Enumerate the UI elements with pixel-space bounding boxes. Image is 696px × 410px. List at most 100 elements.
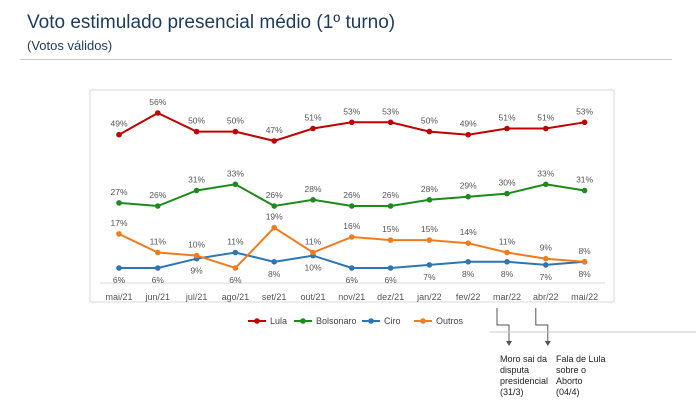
data-point [387,203,394,209]
data-label: 11% [227,237,244,247]
legend-marker [300,318,306,324]
data-point [310,125,316,132]
data-point [426,262,433,268]
data-point [426,197,433,203]
data-label: 6% [346,275,359,285]
plot-frame [89,89,615,303]
data-label: 56% [149,97,166,107]
data-point [543,181,549,188]
legend-label: Ciro [384,316,401,326]
x-tick-label: out/21 [300,292,325,302]
x-tick-label: abr/22 [533,292,559,302]
legend-marker [254,318,260,324]
data-point [310,249,316,256]
data-point [193,128,200,135]
data-label: 49% [460,119,477,129]
data-label: 26% [382,190,399,200]
data-label: 29% [460,181,477,191]
data-point [271,138,278,144]
data-label: 51% [537,113,554,123]
data-label: 10% [304,263,321,273]
legend-marker [420,318,426,324]
data-label: 11% [499,237,516,247]
data-point [155,249,161,256]
data-label: 11% [305,237,322,247]
data-point [271,259,278,265]
data-label: 15% [421,224,438,234]
data-label: 7% [423,272,436,282]
x-tick-label: jan/22 [416,292,442,302]
annotation-connector [496,308,510,343]
x-tick-label: mar/22 [493,292,521,302]
data-label: 31% [188,175,205,185]
data-point [155,110,161,116]
data-point [271,224,278,231]
data-label: 26% [343,190,360,200]
data-label: 14% [460,227,477,237]
data-point [155,203,161,209]
x-tick-label: mai/22 [571,292,598,302]
data-label: 19% [266,212,283,222]
data-point [504,249,510,256]
data-label: 53% [382,106,399,116]
data-label: 30% [498,178,515,188]
page-title: Voto estimulado presencial médio (1º tur… [27,12,396,33]
data-label: 26% [266,190,283,200]
data-label: 17% [110,218,127,228]
data-label: 6% [113,275,126,285]
data-label: 9% [190,266,203,276]
data-label: 16% [343,221,360,231]
data-point [504,125,510,132]
annotation-connector [535,308,549,343]
data-point [543,262,549,268]
data-label: 33% [227,168,244,178]
x-tick-label: dez/21 [377,292,404,302]
x-tick-label: jun/21 [145,292,171,302]
x-tick-label: mai/21 [105,292,132,302]
data-label: 33% [537,168,554,178]
data-label: 7% [540,272,553,282]
data-point [116,200,122,206]
data-label: 49% [110,119,127,129]
x-tick-label: nov/21 [338,292,365,302]
data-label: 6% [152,275,165,285]
data-label: 27% [110,187,127,197]
data-point [349,203,355,209]
data-label: 50% [188,116,205,126]
data-label: 53% [343,106,360,116]
data-point [581,187,588,194]
data-point [543,255,549,262]
data-label: 50% [227,116,244,126]
data-point [271,203,278,209]
data-label: 6% [384,275,397,285]
data-point [465,193,472,200]
data-label: 8% [578,246,591,256]
data-label: 8% [268,269,281,279]
data-point [465,131,472,138]
data-label: 8% [462,269,475,279]
data-point [349,265,355,271]
data-label: 8% [501,269,514,279]
legend-label: Bolsonaro [316,316,357,326]
data-point [232,181,239,188]
data-label: 10% [188,240,205,250]
x-tick-label: set/21 [262,292,287,302]
arrow-down-icon [506,341,512,346]
data-point [116,131,122,138]
data-label: 50% [421,116,438,126]
data-label: 51% [498,113,515,123]
data-point [232,128,239,135]
divider [20,59,672,60]
x-tick-label: ago/21 [222,292,250,302]
data-point [310,197,316,203]
data-label: 15% [382,224,399,234]
data-label: 31% [576,175,593,185]
data-point [232,265,239,271]
annotation-moro: Moro sai da disputa presidencial (31/3) [500,354,549,397]
arrow-down-icon [544,341,551,346]
data-point [543,125,549,132]
data-point [426,237,433,243]
page-subtitle: (Votos válidos) [27,38,113,53]
